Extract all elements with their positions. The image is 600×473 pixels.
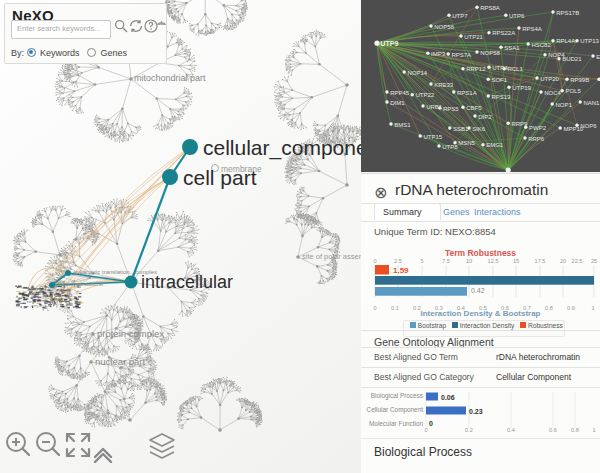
svg-text:12.5: 12.5 (488, 258, 499, 264)
svg-text:10: 10 (466, 258, 472, 264)
svg-text:DIM1: DIM1 (390, 100, 405, 106)
svg-text:NOP6: NOP6 (580, 123, 597, 129)
svg-text:HSC82: HSC82 (531, 42, 551, 48)
svg-text:RCL1: RCL1 (507, 66, 523, 72)
svg-text:RRP12: RRP12 (466, 66, 486, 72)
svg-text:RPS4A: RPS4A (522, 26, 542, 32)
svg-text:NOP56: NOP56 (434, 24, 454, 30)
svg-text:Molecular Function: Molecular Function (369, 420, 423, 427)
svg-text:RPS5: RPS5 (443, 106, 459, 112)
svg-text:UTP8: UTP8 (442, 144, 458, 150)
svg-text:0.4: 0.4 (507, 427, 515, 432)
svg-text:0.6: 0.6 (549, 427, 557, 432)
svg-text:UTP7: UTP7 (452, 13, 468, 19)
svg-text:DIP2: DIP2 (478, 114, 492, 120)
svg-text:URB1: URB1 (426, 104, 443, 110)
svg-text:20: 20 (560, 258, 566, 264)
svg-text:UTP9: UTP9 (380, 39, 398, 48)
svg-text:ENP1: ENP1 (596, 54, 600, 60)
svg-text:UTP21: UTP21 (464, 34, 483, 40)
svg-text:17.5: 17.5 (535, 258, 546, 264)
svg-text:SSB1: SSB1 (453, 126, 469, 132)
svg-text:UTP4: UTP4 (492, 65, 508, 71)
svg-text:2.5: 2.5 (394, 258, 402, 264)
svg-text:0.42: 0.42 (471, 287, 485, 294)
svg-text:PWP2: PWP2 (529, 125, 547, 131)
svg-text:RRP9: RRP9 (511, 121, 528, 127)
svg-text:EMG1: EMG1 (486, 142, 504, 148)
svg-text:0: 0 (424, 427, 427, 432)
svg-text:NOP1: NOP1 (555, 102, 572, 108)
svg-text:NOC4: NOC4 (544, 90, 561, 96)
svg-text:RPS1A: RPS1A (457, 90, 477, 96)
svg-text:Biological Process: Biological Process (371, 392, 423, 400)
svg-text:RPS22A: RPS22A (492, 30, 515, 36)
svg-text:RPL4A: RPL4A (556, 38, 575, 44)
svg-text:NOP14: NOP14 (407, 70, 427, 76)
svg-text:BUD21: BUD21 (562, 56, 582, 62)
svg-text:KRE33: KRE33 (434, 82, 454, 88)
svg-text:UTP15: UTP15 (423, 134, 442, 140)
svg-text:IMP3: IMP3 (431, 51, 446, 57)
svg-text:MSN5: MSN5 (458, 140, 475, 146)
svg-text:RP99B: RP99B (570, 77, 589, 83)
svg-text:UTP22: UTP22 (415, 92, 434, 98)
svg-text:RPS17B: RPS17B (556, 10, 579, 16)
svg-text:RPP45: RPP45 (390, 90, 410, 96)
svg-text:0.2: 0.2 (465, 427, 473, 432)
svg-text:UTP13: UTP13 (580, 38, 599, 44)
svg-text:1: 1 (592, 427, 595, 432)
svg-text:Cellular Component: Cellular Component (367, 406, 424, 414)
svg-text:RPS8A: RPS8A (480, 5, 500, 11)
svg-text:UTP19: UTP19 (512, 85, 531, 91)
svg-text:0: 0 (373, 258, 376, 264)
svg-text:NOP58: NOP58 (480, 50, 500, 56)
svg-text:25: 25 (591, 258, 597, 264)
svg-text:5: 5 (420, 258, 423, 264)
svg-text:0.06: 0.06 (441, 394, 455, 401)
svg-text:RRP6: RRP6 (528, 136, 545, 142)
svg-text:0.23: 0.23 (469, 408, 483, 415)
svg-text:RPS13: RPS13 (491, 94, 511, 100)
svg-text:POL5: POL5 (565, 88, 581, 94)
svg-text:15: 15 (513, 258, 519, 264)
svg-text:SOF1: SOF1 (491, 77, 507, 83)
svg-text:UTP20: UTP20 (540, 76, 559, 82)
svg-text:0.8: 0.8 (571, 427, 579, 432)
svg-text:CBF5: CBF5 (466, 105, 482, 111)
svg-text:1.59: 1.59 (393, 266, 409, 275)
svg-text:7.5: 7.5 (442, 258, 450, 264)
svg-text:UTP6: UTP6 (509, 13, 525, 19)
svg-text:0: 0 (429, 420, 433, 427)
svg-text:NAN1: NAN1 (583, 100, 600, 106)
svg-text:22.5: 22.5 (572, 258, 583, 264)
svg-text:RPS7A: RPS7A (451, 52, 471, 58)
svg-text:BMS1: BMS1 (394, 122, 411, 128)
svg-text:SSA1: SSA1 (504, 45, 520, 51)
svg-text:SIK6: SIK6 (472, 126, 486, 132)
